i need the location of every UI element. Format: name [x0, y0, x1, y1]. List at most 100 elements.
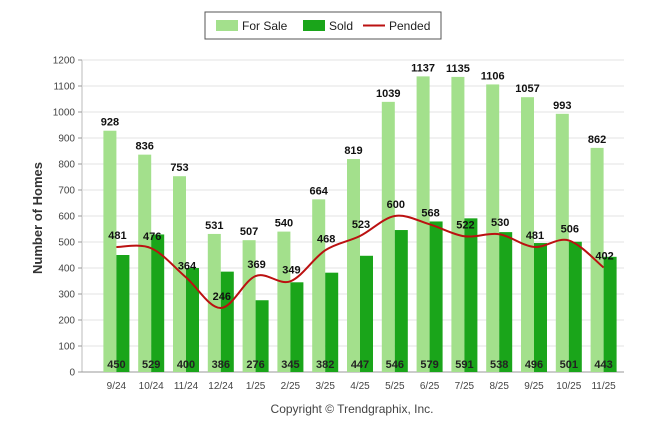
- data-label-sold: 443: [594, 359, 612, 371]
- x-tick-label: 9/24: [107, 381, 127, 392]
- copyright: Copyright © Trendgraphix, Inc.: [271, 402, 434, 416]
- x-tick-label: 11/24: [174, 381, 199, 392]
- legend-swatch-sold: [303, 20, 325, 31]
- data-label-for-sale: 540: [275, 218, 293, 230]
- bar-for-sale: [521, 97, 534, 373]
- data-label-sold: 345: [281, 359, 299, 371]
- bar-for-sale: [555, 113, 569, 372]
- y-tick-label: 1000: [53, 108, 76, 119]
- bar-for-sale: [242, 240, 256, 372]
- y-tick-label: 700: [58, 186, 75, 197]
- data-label-pended: 369: [247, 259, 265, 271]
- data-label-pended: 402: [595, 250, 613, 262]
- y-tick-label: 900: [58, 134, 75, 145]
- data-label-sold: 276: [246, 359, 264, 371]
- bar-for-sale: [347, 159, 360, 372]
- bar-for-sale: [590, 147, 604, 372]
- data-label-sold: 447: [351, 359, 369, 371]
- data-label-pended: 523: [352, 219, 370, 231]
- data-label-sold: 400: [177, 359, 195, 371]
- data-label-pended: 522: [456, 219, 474, 231]
- bar-for-sale: [138, 154, 152, 372]
- x-tick-label: 7/25: [455, 381, 475, 392]
- data-label-pended: 568: [421, 207, 439, 219]
- bar-sold: [429, 221, 443, 372]
- bar-sold: [499, 232, 513, 372]
- data-label-pended: 506: [561, 223, 579, 235]
- bar-for-sale: [381, 101, 395, 373]
- data-label-sold: 591: [455, 359, 473, 371]
- y-tick-label: 400: [58, 264, 75, 275]
- data-label-pended: 530: [491, 217, 509, 229]
- data-label-sold: 501: [560, 359, 578, 371]
- data-label-pended: 246: [213, 291, 231, 303]
- bar-sold: [255, 300, 269, 372]
- bar-sold: [151, 234, 165, 372]
- data-labels: 928 450 836 529 753 400 531 386 507 276 540 345 664 3…: [101, 62, 614, 371]
- data-label-for-sale: 1135: [446, 63, 470, 75]
- bar-for-sale: [416, 76, 430, 372]
- bar-sold: [603, 256, 617, 372]
- bars: [103, 76, 617, 373]
- bar-for-sale: [486, 84, 500, 372]
- x-tick-label: 10/24: [139, 381, 164, 392]
- y-tick-label: 100: [58, 342, 75, 353]
- y-tick-label: 800: [58, 160, 75, 171]
- x-tick-label: 3/25: [315, 381, 335, 392]
- bar-sold: [394, 230, 408, 372]
- data-label-sold: 386: [212, 359, 230, 371]
- data-label-pended: 349: [282, 264, 300, 276]
- x-tick-label: 11/25: [591, 381, 616, 392]
- bar-sold: [186, 268, 199, 372]
- y-axis-label: Number of Homes: [30, 162, 45, 274]
- y-tick-label: 600: [58, 212, 75, 223]
- y-tick-label: 1100: [53, 82, 75, 93]
- legend-label-sold: Sold: [329, 19, 353, 33]
- bar-for-sale: [451, 76, 465, 373]
- bar-sold: [568, 241, 582, 372]
- y-tick-label: 500: [58, 238, 75, 249]
- data-label-sold: 382: [316, 359, 334, 371]
- data-label-pended: 481: [108, 230, 126, 242]
- pended-line-group: [116, 214, 605, 310]
- x-tick-label: 10/25: [556, 381, 581, 392]
- x-tick-label: 12/24: [208, 381, 233, 392]
- axis-ticks: 0 100 200 300 400 500 600 700 800 900 1000 1100 1200…: [53, 56, 616, 393]
- bar-for-sale: [312, 199, 326, 372]
- data-label-for-sale: 664: [310, 185, 329, 197]
- data-label-for-sale: 1057: [515, 83, 539, 95]
- data-label-pended: 476: [143, 231, 161, 243]
- x-tick-label: 5/25: [385, 381, 405, 392]
- bar-for-sale: [277, 231, 291, 372]
- y-tick-label: 0: [69, 368, 75, 379]
- x-tick-label: 6/25: [420, 381, 440, 392]
- bar-sold: [360, 255, 373, 372]
- data-label-for-sale: 1039: [376, 88, 400, 100]
- data-label-for-sale: 507: [240, 226, 258, 238]
- x-tick-label: 2/25: [281, 381, 301, 392]
- bar-sold: [534, 243, 547, 372]
- y-tick-label: 200: [58, 316, 75, 327]
- data-label-for-sale: 753: [170, 162, 188, 174]
- bar-sold: [290, 282, 304, 372]
- bar-for-sale: [207, 233, 221, 372]
- data-label-for-sale: 531: [205, 220, 223, 232]
- y-tick-label: 1200: [53, 56, 76, 67]
- legend-label-pended: Pended: [389, 19, 430, 33]
- data-label-for-sale: 1106: [481, 70, 505, 82]
- bar-sold: [325, 272, 339, 372]
- data-label-for-sale: 928: [101, 117, 119, 129]
- data-label-pended: 468: [317, 233, 335, 245]
- data-label-pended: 481: [526, 230, 544, 242]
- bar-sold: [220, 271, 234, 372]
- bar-sold: [464, 218, 478, 372]
- data-label-pended: 600: [387, 199, 405, 211]
- bar-for-sale: [173, 176, 186, 372]
- legend-swatch-for-sale: [216, 20, 238, 31]
- data-label-sold: 538: [490, 359, 508, 371]
- legend-label-for-sale: For Sale: [242, 19, 288, 33]
- x-tick-label: 8/25: [489, 381, 509, 392]
- x-tick-label: 4/25: [350, 381, 370, 392]
- data-label-pended: 364: [178, 260, 197, 272]
